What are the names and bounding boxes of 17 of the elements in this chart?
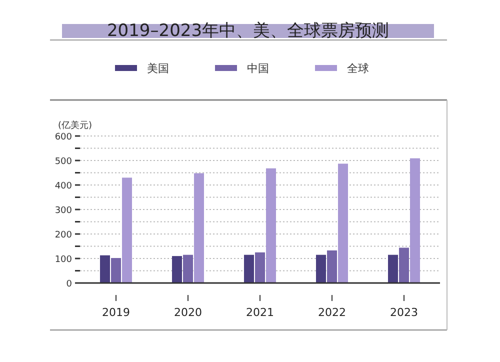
y-axis-title: (亿美元)	[58, 120, 92, 131]
y-tick-label: 500	[54, 157, 72, 167]
y-tick-label: 600	[54, 132, 72, 142]
y-tick-label: 100	[54, 255, 72, 265]
x-tick-label: 2020	[174, 306, 202, 319]
x-tick-label: 2022	[318, 306, 346, 319]
chart-title: 2019–2023年中、美、全球票房预测	[106, 21, 390, 41]
y-tick-label: 200	[54, 230, 72, 240]
legend-label: 中国	[247, 62, 269, 75]
legend-label: 全球	[347, 62, 369, 75]
x-tick-label: 2023	[390, 306, 418, 319]
legend-label: 美国	[147, 62, 169, 75]
x-tick-label: 2021	[246, 306, 274, 319]
y-tick-label: 0	[66, 280, 72, 290]
x-tick-label: 2019	[102, 306, 130, 319]
y-tick-label: 300	[54, 206, 72, 216]
y-tick-label: 400	[54, 182, 72, 192]
